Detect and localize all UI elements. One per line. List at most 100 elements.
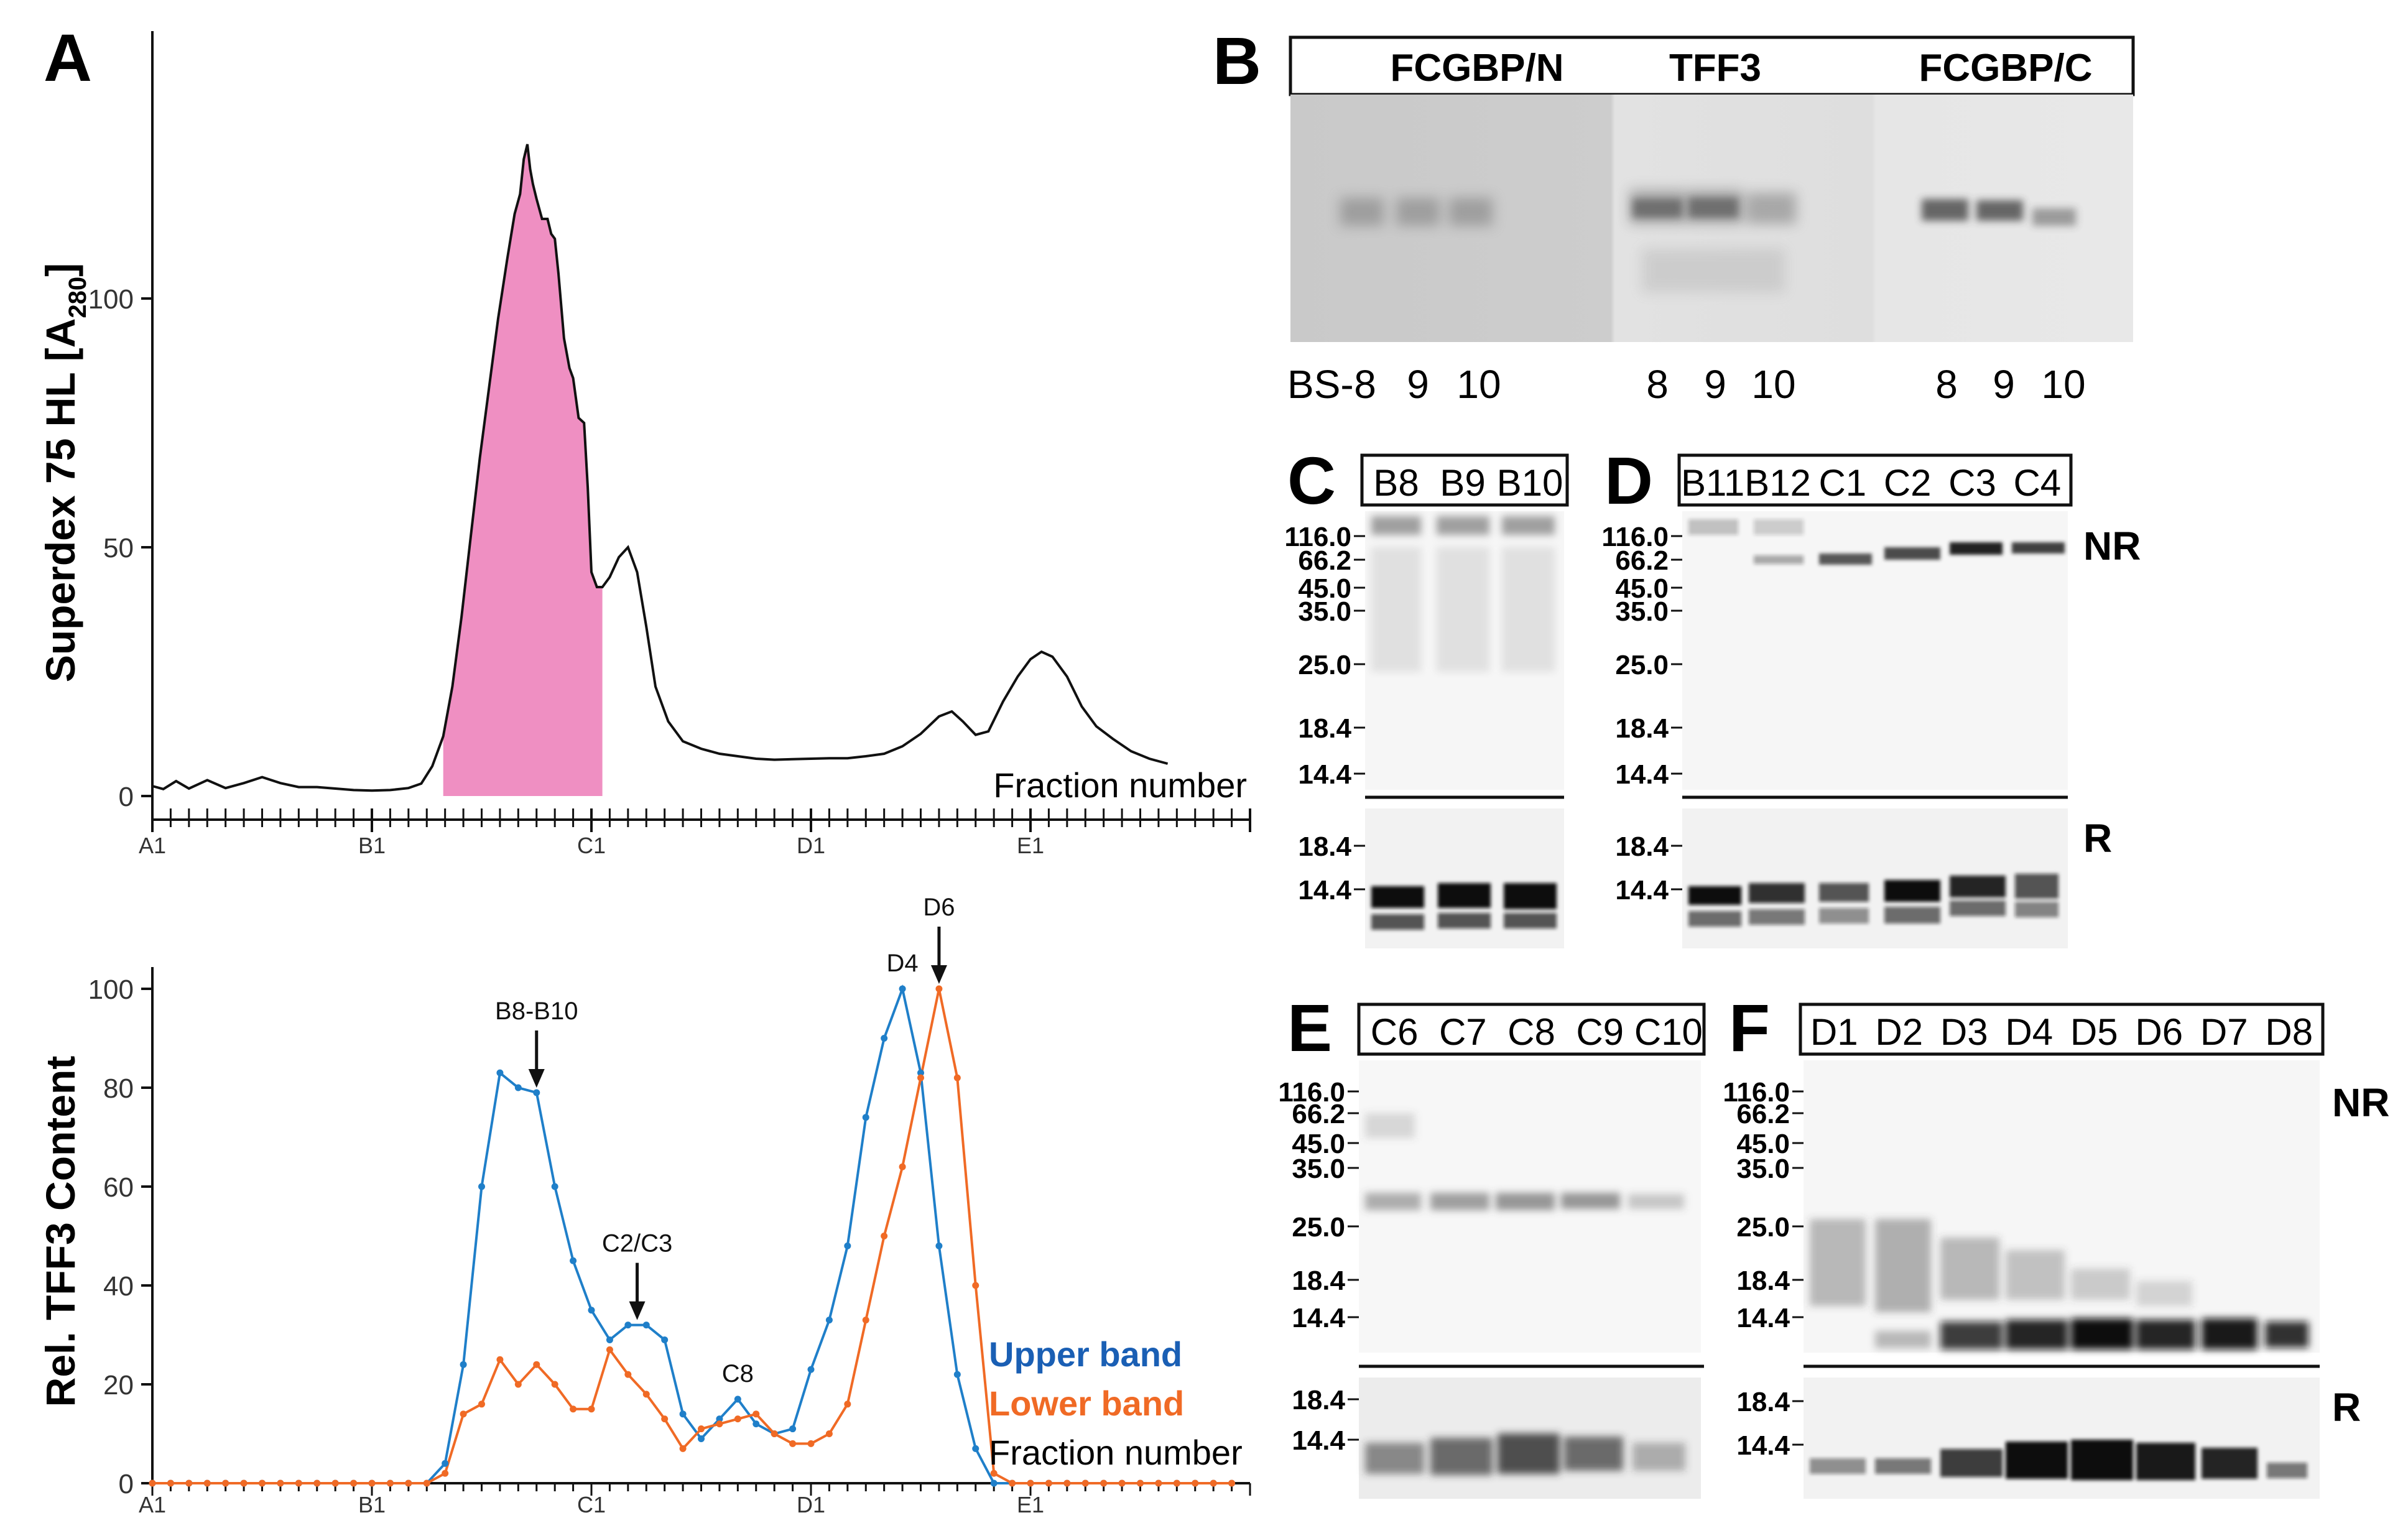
upper-band-point [588, 1307, 595, 1314]
b-lane-9: 10 [2041, 362, 2085, 407]
lower-band-point [917, 1074, 924, 1081]
mw-marker-label: 25.0 [1298, 650, 1351, 680]
upper-band-point [624, 1322, 632, 1329]
upper-band-point [917, 1069, 924, 1077]
mw-marker-label: 14.4 [1615, 759, 1669, 790]
annotation-label: B8-B10 [495, 998, 578, 1025]
lane-label: D8 [2265, 1011, 2313, 1053]
mw-marker-label: 116.0 [1601, 522, 1669, 552]
d-markers-top: 116.066.245.035.0 25.0 18.4 14.4 [1601, 522, 1682, 790]
mw-marker-label: 35.0 [1292, 1154, 1345, 1184]
d-nr-blot [1682, 511, 2068, 790]
lower-band-point [606, 1346, 613, 1353]
mw-marker-label: 66.2 [1292, 1099, 1345, 1129]
a-bot-ylabel: Rel. TFF3 Content [37, 1056, 83, 1407]
panel-c: C B8 B9 B10 116.066.245.035.0 25.0 18.4 14.… [1284, 443, 1569, 948]
lower-band-point [716, 1420, 723, 1428]
e-lane-labels: C6 C7 C8 C9 C10 [1371, 1011, 1703, 1053]
mw-marker-label: 45.0 [1292, 1129, 1345, 1159]
lower-band-point [259, 1479, 266, 1487]
panel-label-c: C [1287, 443, 1336, 518]
lower-band-point [588, 1405, 595, 1413]
lower-band-point [825, 1430, 833, 1437]
upper-band-point [716, 1415, 723, 1423]
upper-band-point [990, 1479, 998, 1487]
lower-band-point [679, 1445, 687, 1452]
e-r-bands [1365, 1433, 1685, 1475]
lower-band-point [167, 1479, 174, 1487]
annotation-label: C8 [722, 1360, 754, 1387]
panel-label-e: E [1287, 990, 1332, 1065]
annotation-label: D4 [887, 950, 919, 977]
mw-marker-label: 18.4 [1615, 713, 1669, 744]
panel-b: B FCGBP/N TFF3 FCGBP/C BS- 8 9 10 8 9 10… [1213, 23, 2135, 407]
annotation-label: C2/C3 [602, 1230, 672, 1257]
lower-band-point [203, 1479, 211, 1487]
upper-band-point [844, 1242, 851, 1249]
a-top-ylabel-end: ] [37, 263, 83, 277]
a-bot-ytick-label: 80 [103, 1073, 134, 1104]
lower-band-point [935, 985, 943, 993]
lane-label: D4 [2005, 1011, 2053, 1053]
panel-label-b: B [1213, 23, 1261, 98]
b-lane-4: 8 [1646, 362, 1669, 407]
upper-band-point [661, 1336, 669, 1343]
a-top-ytick-label: 0 [119, 782, 134, 812]
upper-band-point [899, 985, 906, 993]
d-lane-labels: B11 B12 C1 C2 C3 C4 [1681, 462, 2061, 504]
panel-label-a: A [44, 20, 92, 95]
mw-marker-label: 14.4 [1736, 1430, 1790, 1461]
lane-label: D5 [2070, 1011, 2118, 1053]
mw-marker-label: 116.0 [1723, 1077, 1790, 1108]
lower-band-point [240, 1479, 248, 1487]
a-bot-y-ticks: 0 20 40 60 80 100 [88, 975, 152, 1499]
a-bot-ytick-label: 60 [103, 1172, 134, 1203]
upper-band-point [606, 1336, 613, 1343]
panel-a-bottom-chart: Rel. TFF3 Content 0 20 40 60 80 100 A1 B1 C1 D1 E… [37, 894, 1251, 1517]
lower-band-point [752, 1410, 760, 1418]
lane-label: C3 [1948, 462, 1996, 504]
lane-label: C8 [1507, 1011, 1555, 1053]
d-r-bands [1688, 874, 2058, 927]
lower-band-point [149, 1479, 156, 1487]
lane-label: D7 [2200, 1011, 2248, 1053]
lower-band-point [734, 1415, 741, 1423]
svg-text:Superdex 75 HL [A280]: Superdex 75 HL [A280] [37, 263, 91, 682]
lower-band-point [642, 1391, 650, 1398]
a-top-xtick-label: B1 [358, 833, 386, 858]
upper-band-point [551, 1183, 558, 1190]
b-header-tff3: TFF3 [1669, 47, 1761, 90]
e-markers-bottom: 18.4 14.4 [1292, 1385, 1359, 1456]
lower-band-point [1100, 1479, 1108, 1487]
upper-band-point [807, 1366, 815, 1373]
upper-band-point [953, 1371, 961, 1378]
lower-band-point [990, 1470, 998, 1477]
mw-marker-label: 45.0 [1615, 573, 1669, 604]
mw-marker-label: 116.0 [1278, 1077, 1345, 1108]
b-lane-7: 8 [1935, 362, 1958, 407]
mw-marker-label: 45.0 [1736, 1129, 1790, 1159]
panel-label-d: D [1605, 443, 1653, 518]
panel-a-top-chart: A Superdex 75 HL [A280] 0 50 100 A1 B1 C1 D1 E… [37, 20, 1251, 858]
a-bot-ytick-label: 40 [103, 1271, 134, 1302]
mw-marker-label: 18.4 [1298, 713, 1351, 744]
mw-marker-label: 18.4 [1292, 1266, 1345, 1296]
lower-band-point [862, 1317, 869, 1324]
lower-band-point [331, 1479, 339, 1487]
lower-band-point [386, 1479, 394, 1487]
lower-band-point [368, 1479, 376, 1487]
panel-label-f: F [1729, 990, 1770, 1065]
upper-band-point [496, 1069, 504, 1077]
lower-band-point [1137, 1479, 1144, 1487]
a-top-absorbance-trace [152, 144, 1169, 792]
lower-band-series-points [149, 985, 1236, 1487]
c-markers-top: 116.066.245.035.0 25.0 18.4 14.4 [1284, 522, 1365, 790]
lower-band-point [807, 1440, 815, 1447]
mw-marker-label: 14.4 [1615, 875, 1669, 905]
lower-band-point [1081, 1479, 1089, 1487]
b-lane-5: 9 [1704, 362, 1726, 407]
upper-band-point [881, 1035, 888, 1042]
a-top-x-ticks: A1 B1 C1 D1 E1 [139, 808, 1251, 858]
upper-band-point [514, 1084, 522, 1091]
lane-label: D6 [2135, 1011, 2183, 1053]
